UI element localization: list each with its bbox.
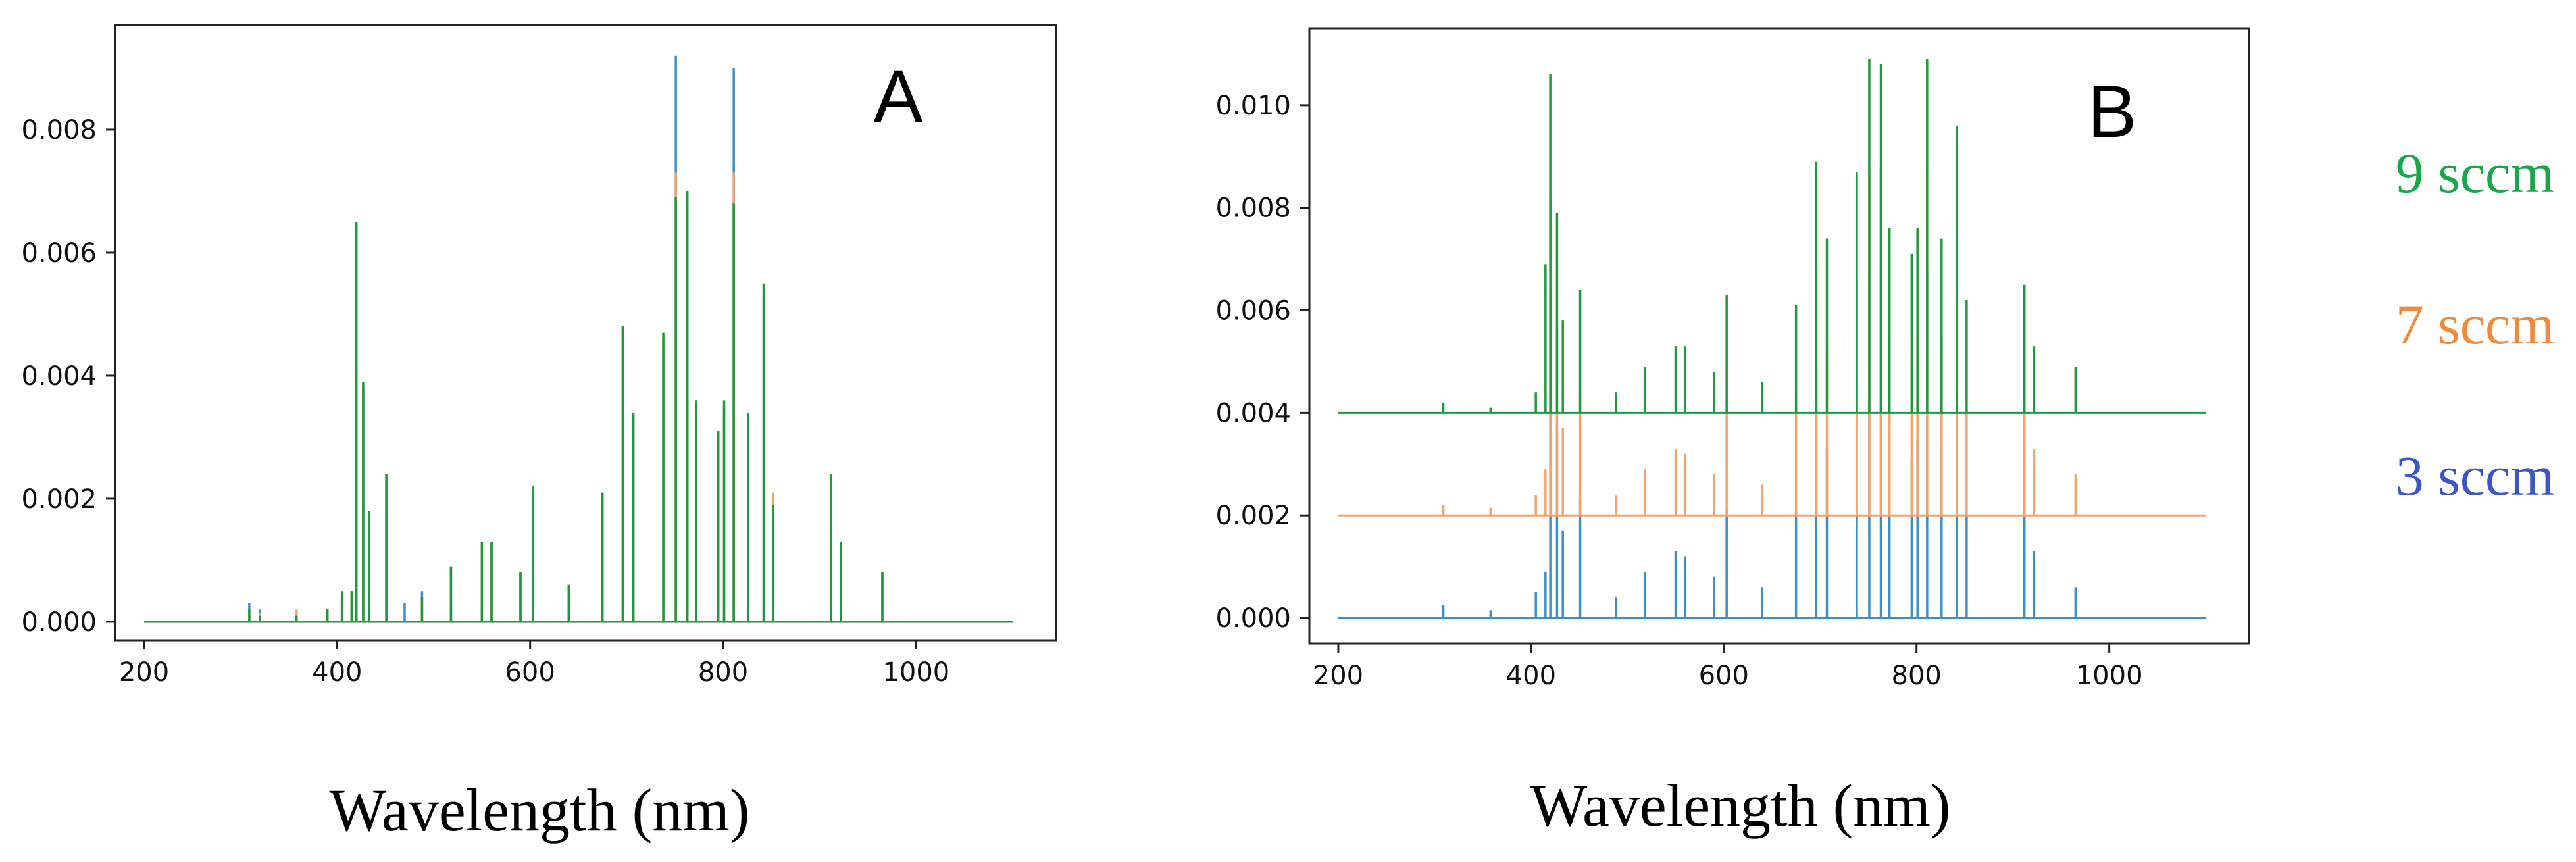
legend-label-9-sccm: 9 sccm	[2396, 141, 2554, 205]
y-tick-label-b-3: 0.006	[1215, 296, 1291, 326]
series-b-9-sccm	[1338, 59, 2206, 414]
panel-a: 200 400 600 800 1000 0.000 0.002 0.004 0.006 0.00…	[21, 24, 1057, 688]
x-tick-label-a-800: 800	[698, 657, 748, 688]
panel-b: 200 400 600 800 1000 0.000 0.002 0.004 0.006 0.00…	[1215, 27, 2250, 691]
y-tick-label-a-3: 0.006	[21, 238, 97, 268]
x-axis-label-a: Wavelength (nm)	[330, 776, 750, 844]
y-tick-label-b-1: 0.002	[1215, 501, 1291, 531]
y-tick-label-a-0: 0.000	[21, 607, 97, 638]
legend: 9 sccm 7 sccm 3 sccm	[2396, 141, 2554, 507]
x-tick-label-b-1000: 1000	[2076, 661, 2143, 691]
x-tick-label-b-200: 200	[1313, 661, 1363, 691]
x-tick-label-a-400: 400	[312, 657, 362, 688]
series-group-a	[144, 55, 1013, 623]
y-tick-label-b-2: 0.004	[1215, 398, 1291, 428]
x-tick-label-a-600: 600	[505, 657, 555, 688]
panel-label-b: B	[2088, 70, 2137, 153]
y-tick-label-b-5: 0.010	[1215, 91, 1291, 121]
x-tick-label-a-1000: 1000	[882, 657, 949, 688]
axes-b: 200 400 600 800 1000 0.000 0.002 0.004 0.006 0.00…	[1215, 91, 2142, 691]
axes-a: 200 400 600 800 1000 0.000 0.002 0.004 0.006 0.00…	[21, 115, 949, 688]
plot-frame-a	[114, 24, 1057, 642]
y-tick-label-b-0: 0.000	[1215, 603, 1291, 634]
y-tick-label-b-4: 0.008	[1215, 193, 1291, 224]
legend-label-3-sccm: 3 sccm	[2396, 444, 2554, 507]
series-group-b	[1338, 59, 2206, 619]
y-tick-label-a-1: 0.002	[21, 484, 97, 515]
x-tick-label-a-200: 200	[119, 657, 169, 688]
panel-label-a: A	[874, 55, 923, 138]
series-a-9-sccm	[144, 191, 1013, 623]
x-axis-label-b: Wavelength (nm)	[1530, 772, 1951, 839]
y-tick-label-a-2: 0.004	[21, 361, 97, 392]
legend-label-7-sccm: 7 sccm	[2396, 293, 2554, 356]
y-tick-label-a-4: 0.008	[21, 115, 97, 145]
x-tick-label-b-600: 600	[1699, 661, 1749, 691]
x-tick-label-b-800: 800	[1892, 661, 1942, 691]
x-tick-label-b-400: 400	[1506, 661, 1556, 691]
plot-frame-b	[1308, 27, 2250, 645]
